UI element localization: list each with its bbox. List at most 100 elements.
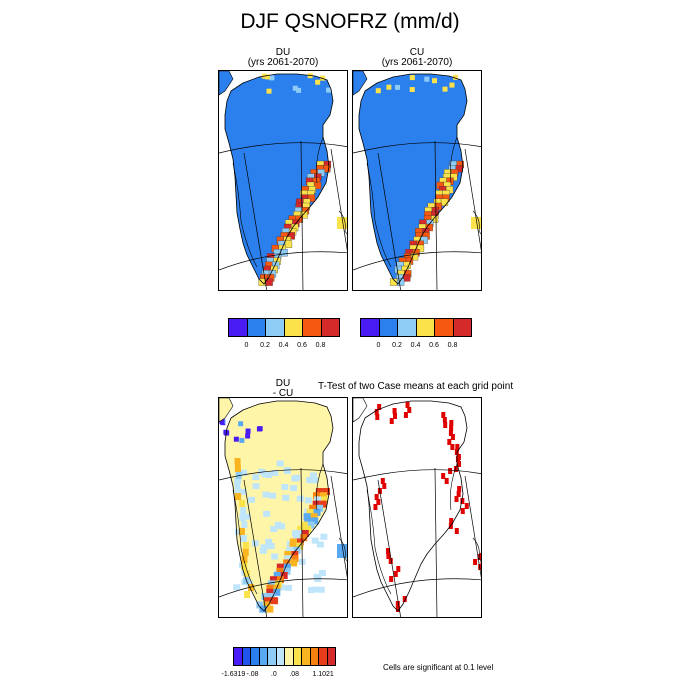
grid-cell [432,78,438,84]
panel-du-title: DU (yrs 2061-2070) [218,48,348,68]
map-panel-diff [218,397,348,618]
grid-cell [296,542,304,550]
grid-cell [307,521,315,529]
significant-cell [388,558,393,564]
grid-cell [243,542,250,549]
significant-cell [456,491,461,497]
figure-title: DJF QSNOFRZ (mm/d) [240,10,460,33]
grid-cell [276,460,284,467]
grid-cell [409,75,415,81]
grid-cell [296,495,304,502]
grid-cell [266,584,274,592]
lat-lon-gridline [243,479,268,617]
significant-cell [395,601,400,607]
neighbor-coast [338,537,347,562]
grid-cell [240,535,247,542]
significant-cell [455,456,460,462]
lat-lon-gridline [243,152,268,290]
colorbar-du-swatch [228,318,248,337]
significant-cell [389,576,394,582]
grid-cell [306,509,314,516]
grid-cell [269,492,277,499]
colorbar-du-tick-label: 0.2 [260,342,270,349]
map-panel-du [218,70,348,291]
grid-cell [409,87,415,93]
grid-cell [449,82,455,88]
grid-cell [291,551,299,558]
colorbar-du-tick-label: 0.4 [278,342,289,349]
grid-cell [234,479,241,486]
grid-cell [241,556,248,563]
grid-cell [239,514,246,521]
grid-cell [316,504,324,512]
colorbar-cu-swatch [378,318,398,337]
grid-cell [386,84,392,90]
grid-cell [270,526,278,533]
grid-cell [267,542,275,549]
grid-cell [271,469,279,476]
grid-cell [284,240,293,248]
colorbar-diff-swatch [326,647,336,666]
grid-cell [304,497,312,504]
grid-cell [265,538,273,545]
grid-cell [301,530,309,537]
neighbor-land [219,71,234,96]
colorbar-cu-tick-label: 0.2 [392,342,402,349]
grid-cell [266,605,274,613]
grid-cell [235,528,243,535]
grid-cell [239,437,245,443]
grid-cell [289,538,297,546]
grid-cell [311,477,319,484]
lat-lon-gridline [377,479,402,617]
grid-cell [309,504,317,512]
grid-cell [280,572,288,579]
coast-detail [366,463,458,595]
grid-cell [310,513,318,521]
lat-lon-gridline [353,578,481,598]
colorbar-cu-swatch [360,318,380,337]
grid-cell [234,458,241,465]
significant-cell [395,606,400,612]
colorbar-cu-tick-label: 0.6 [429,342,439,349]
grid-cell [286,546,294,554]
significant-cell [455,444,460,450]
significant-cell [393,413,398,419]
significant-cell [441,473,446,479]
lat-lon-gridline [219,578,347,598]
colorbar-cu: 0 0.2 0.4 0.6 0.8 [360,318,472,358]
significant-cell [449,425,454,431]
significant-cell [453,466,458,472]
grid-cell [294,530,302,537]
coast-detail [232,463,324,595]
grid-cell [233,436,239,442]
grid-cell [240,469,248,476]
significant-cell [454,528,459,534]
colorbar-diff-tick-label: -.08 [246,671,259,678]
colorbar-du-swatch [246,318,266,337]
grid-cell [274,521,282,528]
significant-cell [449,420,454,426]
grid-cell [292,85,298,91]
grid-cell [375,88,381,94]
grid-cell [293,546,301,554]
significant-cell [443,422,448,428]
colorbar-cu-tick-label: 0.4 [410,342,421,349]
panel-ttest-title: T-Test of two Case means at each grid po… [318,381,514,392]
grid-cell [276,563,284,571]
colorbar-du-swatch [265,318,285,337]
map-diff-svg [219,398,347,617]
grid-cell [395,84,401,90]
grid-cell [266,588,274,596]
grid-cell [251,540,259,547]
lat-lon-gridline [300,467,304,617]
grid-cell [337,544,347,558]
significant-cell [374,409,379,415]
grid-cell [284,584,292,591]
grid-cell [317,586,325,593]
grid-cell [297,525,305,533]
grid-cell [440,198,449,206]
grid-cell [267,580,275,588]
colorbar-cu-tick-label: 0.8 [447,342,458,349]
grid-cell [396,278,405,286]
grid-cell [283,563,291,571]
